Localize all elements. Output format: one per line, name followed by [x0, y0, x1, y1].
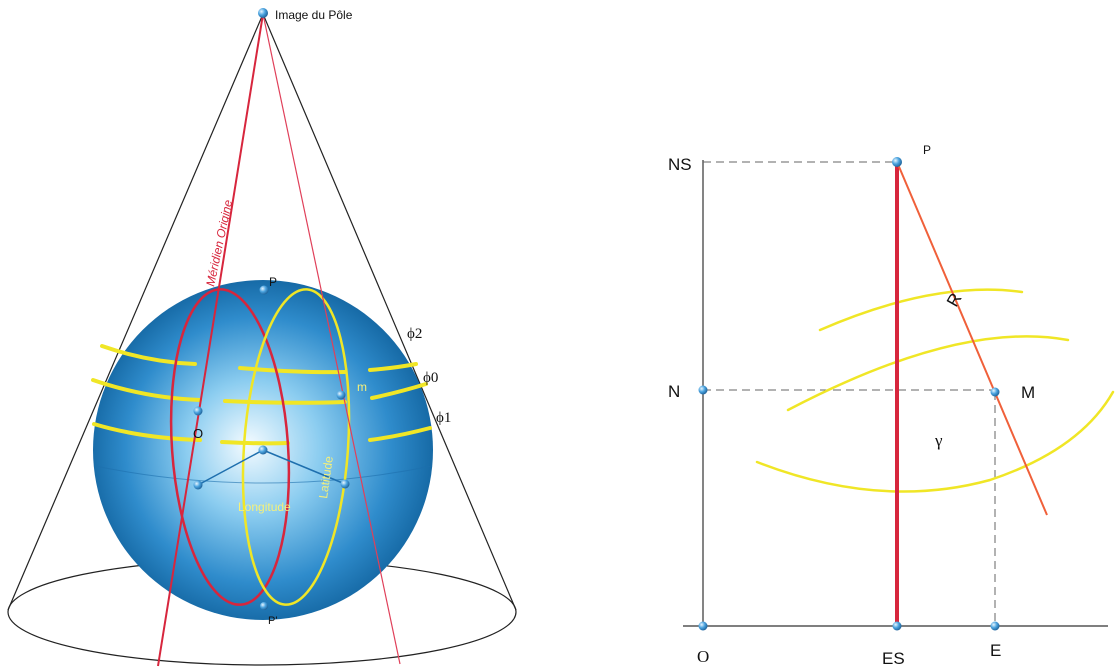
sphere-nodes — [193, 8, 350, 610]
es-label: ES — [882, 649, 905, 668]
point-m-label: m — [357, 380, 367, 394]
cone-figure: Image du Pôle Méridien Origine P P' O m … — [7, 8, 517, 667]
plane-figure: NS N O ES E P R M γ — [668, 143, 1115, 668]
parallel-label-phi2: ϕ2 — [407, 326, 422, 342]
meridian-point-ellipse — [241, 288, 351, 606]
south-pole-node — [260, 602, 268, 610]
plane-nodes — [698, 157, 1000, 631]
m-label: M — [1021, 383, 1035, 402]
latitude-node — [340, 479, 350, 489]
apex-label: Image du Pôle — [275, 8, 353, 22]
meridian-label: Méridien Origine — [203, 198, 235, 287]
latitude-label: Latitude — [316, 455, 336, 500]
n-node — [698, 385, 708, 395]
es-node — [892, 621, 902, 631]
center-lines — [197, 449, 346, 486]
cone-left-edge — [7, 13, 264, 611]
origin-label: O — [193, 426, 203, 441]
longitude-left-node — [193, 480, 203, 490]
center-node — [258, 445, 268, 455]
e-label: E — [990, 641, 1001, 660]
pole-node — [892, 157, 902, 167]
e-node — [990, 621, 1000, 631]
projected-parallels — [755, 288, 1115, 493]
equator-line — [94, 465, 433, 484]
longitude-label: Longitude — [238, 500, 291, 514]
north-pole-label: P — [269, 275, 277, 289]
o-node — [698, 621, 708, 631]
ns-label: NS — [668, 155, 692, 174]
o-label: O — [697, 647, 709, 666]
point-m-node — [336, 390, 346, 400]
north-pole-node — [259, 285, 269, 295]
meridian-point-line — [262, 13, 401, 665]
radius-label: R — [943, 290, 966, 310]
cone-right-edge — [262, 13, 517, 611]
meridian-origin-line — [157, 13, 264, 667]
parallels — [91, 344, 432, 446]
angle-label: γ — [934, 431, 943, 450]
m-node — [990, 387, 1000, 397]
pole-label: P — [923, 143, 931, 157]
radius-line — [896, 161, 1048, 516]
parallel-label-phi1: ϕ1 — [436, 410, 451, 426]
apex-node — [258, 8, 268, 18]
dashed-guides — [703, 161, 996, 626]
n-label: N — [668, 382, 680, 401]
origin-node — [193, 406, 203, 416]
parallel-label-phi0: ϕ0 — [423, 370, 438, 386]
south-pole-label: P' — [268, 615, 277, 627]
